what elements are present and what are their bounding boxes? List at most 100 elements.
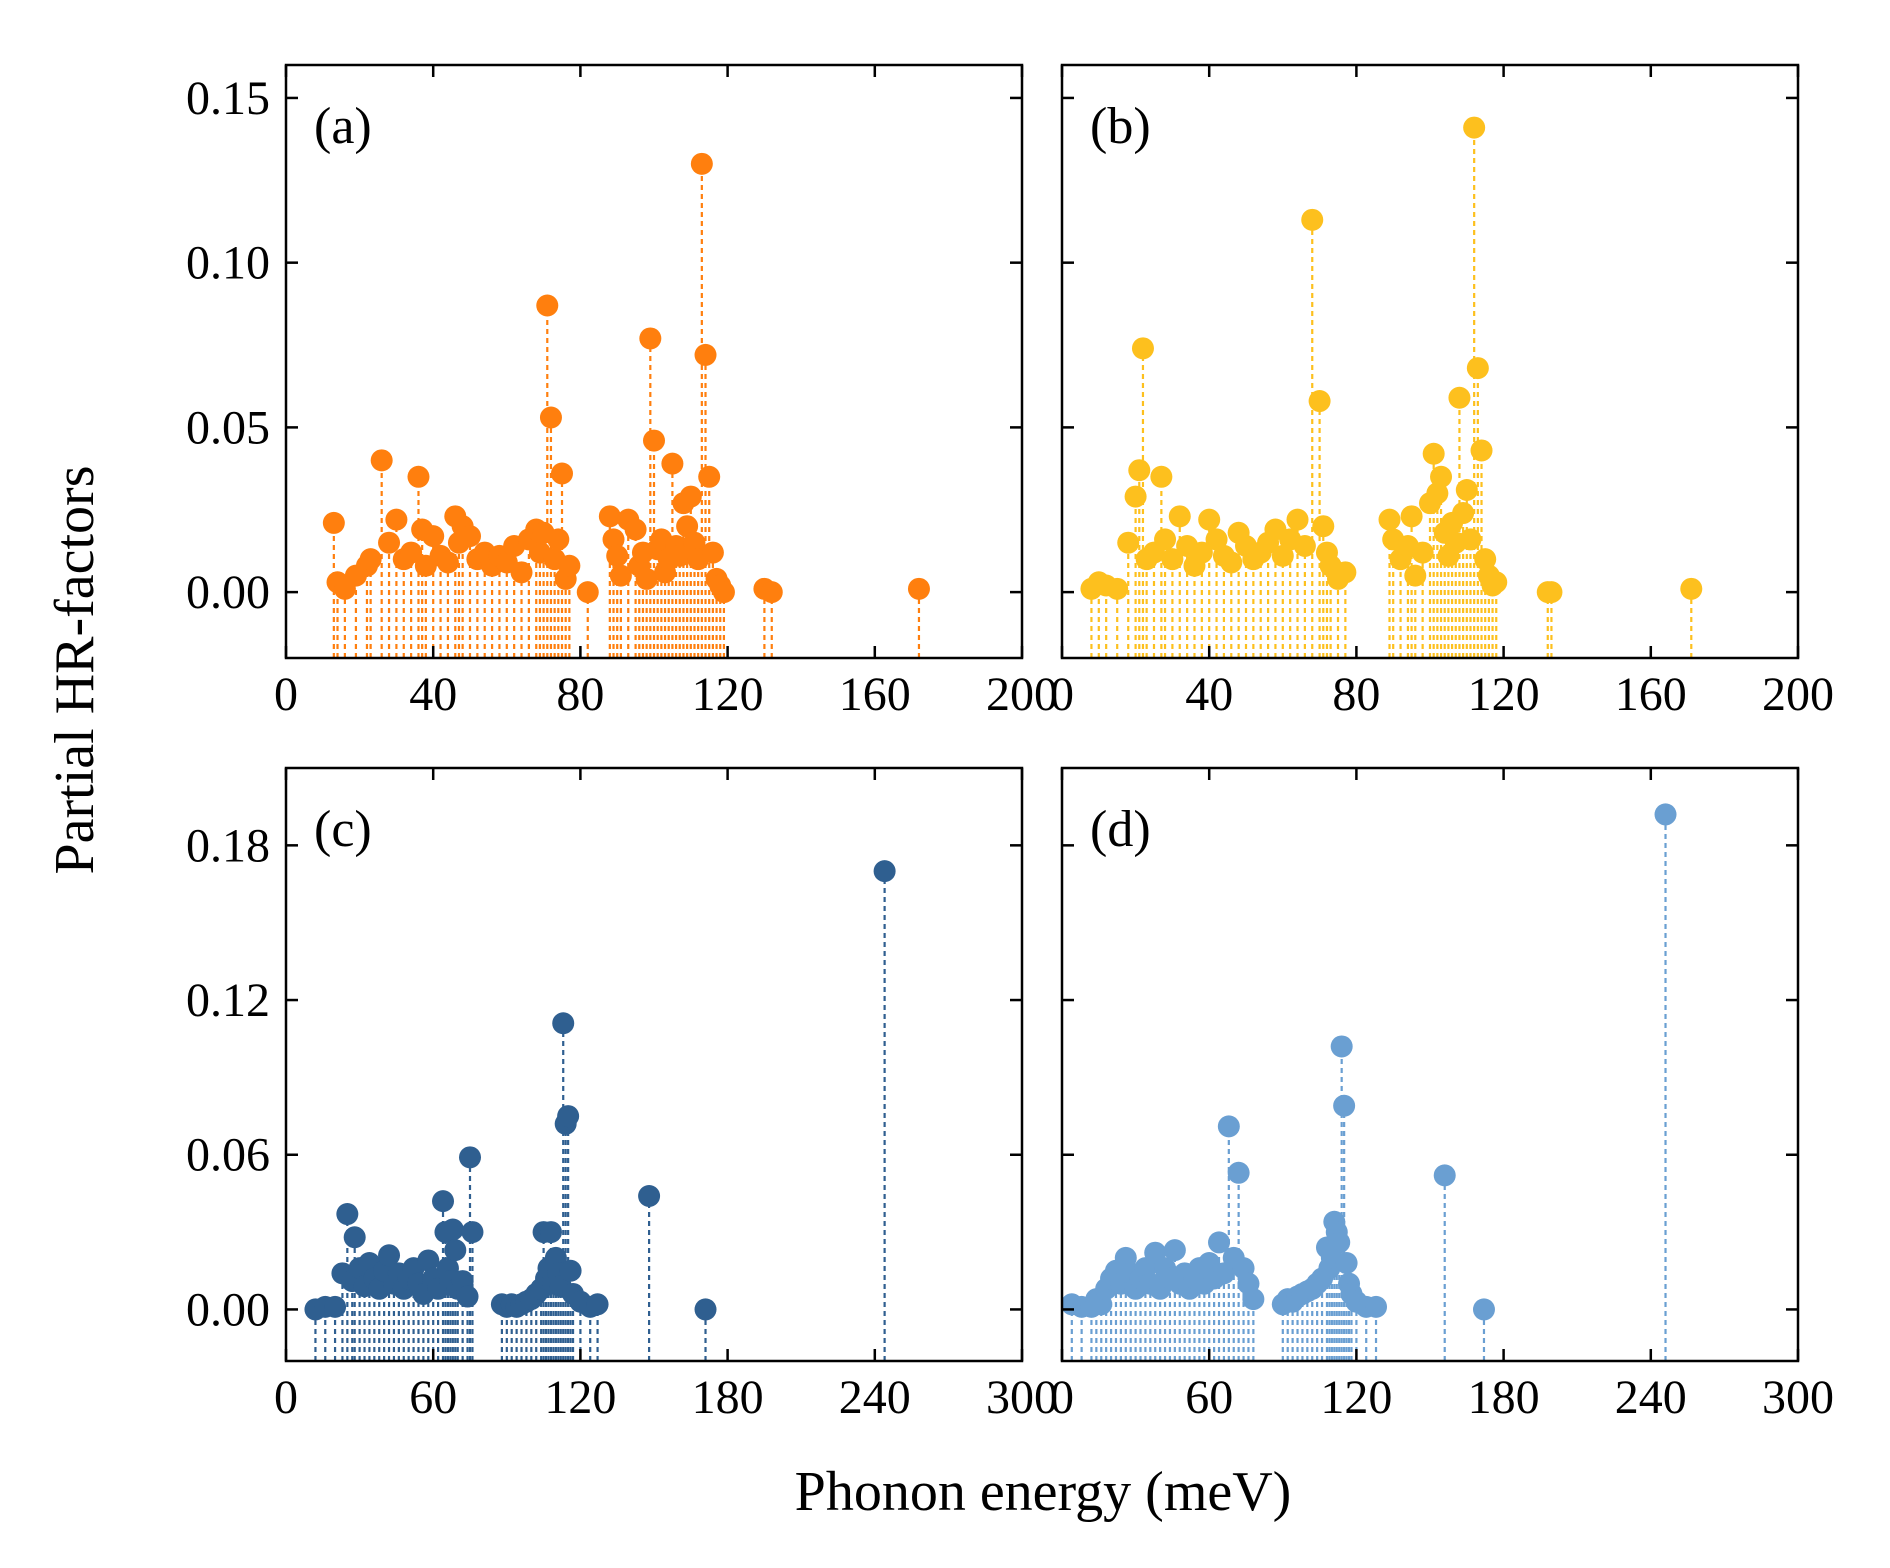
plot-frame (284, 63, 1024, 660)
data-point (1163, 1239, 1186, 1262)
data-point (661, 452, 684, 475)
data-point (1411, 541, 1434, 564)
data-point (712, 581, 735, 604)
data-point (1470, 439, 1493, 462)
data-point (1463, 116, 1486, 139)
data-point (385, 508, 408, 531)
data-point (436, 551, 459, 574)
data-point (1540, 581, 1563, 604)
plot-frame (1060, 766, 1800, 1363)
data-point (324, 1295, 347, 1318)
data-point (557, 1105, 580, 1128)
data-point (552, 1012, 575, 1035)
series-group (1062, 803, 1677, 1361)
x-tick-label: 40 (1185, 668, 1233, 721)
data-point (676, 515, 699, 538)
data-point (1293, 534, 1316, 557)
x-tick-label: 120 (1468, 668, 1540, 721)
x-tick-label: 240 (839, 1371, 911, 1424)
data-point (510, 561, 533, 584)
x-tick-label: 160 (839, 668, 911, 721)
x-tick-label: 0 (274, 668, 298, 721)
data-point (1227, 1161, 1250, 1184)
data-point (643, 429, 665, 452)
data-point (602, 528, 625, 551)
data-point (1422, 442, 1445, 465)
x-tick-label: 120 (1320, 1371, 1392, 1424)
panel-label: (b) (1090, 98, 1151, 155)
data-point (1365, 1295, 1388, 1318)
data-point (1128, 459, 1151, 482)
data-point (1334, 561, 1357, 584)
series-group (1080, 116, 1703, 658)
y-axis-title: Partial HR-factors (44, 466, 106, 875)
x-tick-label: 300 (1762, 1371, 1834, 1424)
panel-label: (a) (314, 98, 372, 155)
data-point (694, 1298, 717, 1321)
data-point (1198, 508, 1221, 531)
data-point (635, 567, 658, 590)
panel-d: 0 60 120 180 240 300 (d) (1050, 766, 1834, 1424)
data-point (1106, 577, 1129, 600)
series-group (304, 860, 896, 1361)
y-tick-label: 0.05 (186, 401, 270, 454)
plot-frame (284, 766, 1024, 1363)
data-point (1220, 551, 1243, 574)
data-point (559, 1259, 582, 1282)
x-tick-label: 60 (1185, 1371, 1233, 1424)
data-point (378, 531, 401, 554)
data-point (1190, 541, 1213, 564)
data-point (1271, 544, 1294, 567)
data-point (1168, 505, 1191, 528)
data-point (444, 1239, 467, 1262)
data-point (539, 1221, 562, 1244)
x-tick-label: 120 (544, 1371, 616, 1424)
data-point (1448, 386, 1471, 409)
panel-label: (d) (1090, 801, 1151, 858)
data-point (1330, 1035, 1353, 1058)
data-point (1242, 1288, 1265, 1311)
x-tick-label: 120 (692, 668, 764, 721)
data-point (683, 531, 706, 554)
data-point (638, 1184, 661, 1207)
data-point (1301, 208, 1324, 231)
x-tick-label: 160 (1615, 668, 1687, 721)
data-point (400, 541, 423, 564)
x-tick-label: 240 (1615, 1371, 1687, 1424)
data-point (1378, 508, 1401, 531)
data-point (1286, 508, 1309, 531)
panel-label: (c) (314, 801, 372, 858)
x-tick-label: 60 (409, 1371, 457, 1424)
data-point (359, 548, 382, 571)
panels-group: 0 40 80 120 160 200 0.00 0.05 0.10 0.15 (a) 0 40 80 12… (186, 63, 1834, 1424)
data-point (539, 406, 562, 429)
data-point (598, 505, 621, 528)
data-point (624, 518, 647, 541)
data-point (760, 581, 783, 604)
data-point (1333, 1094, 1356, 1117)
x-tick-label: 200 (1762, 668, 1834, 721)
x-tick-label: 200 (986, 668, 1058, 721)
data-point (1205, 528, 1228, 551)
series-group (322, 152, 930, 658)
y-tick-label: 0.06 (186, 1129, 270, 1182)
data-point (639, 327, 662, 350)
data-point (1328, 1231, 1351, 1254)
x-tick-label: 0 (1050, 1371, 1074, 1424)
data-point (1124, 485, 1147, 508)
data-point (432, 1190, 455, 1213)
data-point (1452, 502, 1475, 525)
data-point (1455, 478, 1478, 501)
data-point (1208, 1231, 1231, 1254)
data-point (1404, 564, 1427, 587)
data-point (336, 1203, 359, 1226)
data-point (606, 544, 629, 567)
panel-b: 0 40 80 120 160 200 (b) (1050, 63, 1834, 721)
x-tick-label: 40 (409, 668, 457, 721)
data-point (441, 1218, 464, 1241)
x-axis-title: Phonon energy (meV) (795, 1461, 1292, 1523)
x-tick-label: 0 (274, 1371, 298, 1424)
data-point (609, 564, 632, 587)
data-point (586, 1293, 609, 1316)
data-point (690, 152, 713, 175)
